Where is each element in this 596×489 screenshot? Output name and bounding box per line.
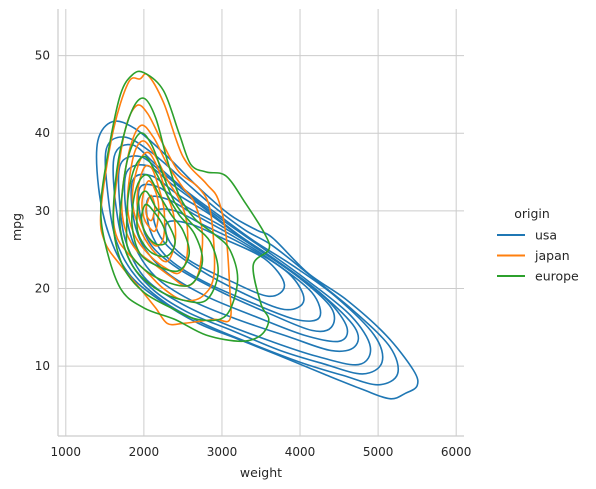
y-tick-label: 30 (35, 204, 50, 218)
x-axis-label: weight (240, 465, 282, 480)
x-tick-label: 5000 (363, 445, 394, 459)
y-tick-label: 50 (35, 49, 50, 63)
series-usa (95, 120, 419, 400)
y-tick-label: 20 (35, 281, 50, 295)
legend-label-japan: japan (534, 248, 570, 263)
x-tick-label: 1000 (51, 445, 82, 459)
x-tick-labels: 1000 2000 3000 4000 5000 6000 (51, 445, 472, 459)
x-tick-label: 4000 (285, 445, 316, 459)
y-tick-label: 10 (35, 359, 50, 373)
europe-contour-line (125, 155, 204, 287)
legend-label-usa: usa (535, 228, 557, 243)
y-tick-label: 40 (35, 126, 50, 140)
usa-contour-line (137, 183, 336, 333)
legend: origin usa japan europe (497, 206, 579, 284)
legend-label-europe: europe (535, 269, 579, 284)
grid-lines (58, 9, 464, 436)
usa-contour-line (117, 155, 372, 366)
y-axis-label: mpg (9, 213, 24, 241)
europe-contour-line (140, 203, 168, 246)
contour-plot-area (95, 70, 419, 400)
usa-contour-line (164, 220, 286, 298)
europe-contour-line (112, 97, 239, 322)
europe-contour-line (99, 70, 271, 343)
europe-contour-line (136, 190, 176, 258)
europe-contour-line (130, 174, 191, 273)
x-tick-label: 2000 (129, 445, 160, 459)
x-tick-label: 6000 (441, 445, 472, 459)
europe-contour-line (119, 132, 219, 304)
y-tick-labels: 10 20 30 40 50 (35, 49, 50, 374)
legend-title: origin (514, 206, 550, 221)
japan-contour-line (145, 194, 156, 222)
japan-contour-line (131, 151, 177, 263)
usa-contour-line (104, 136, 400, 386)
japan-contour-line (141, 180, 160, 233)
usa-contour-line (145, 195, 322, 322)
series-europe (99, 70, 271, 343)
x-tick-label: 3000 (207, 445, 238, 459)
axes-spines (57, 9, 464, 437)
